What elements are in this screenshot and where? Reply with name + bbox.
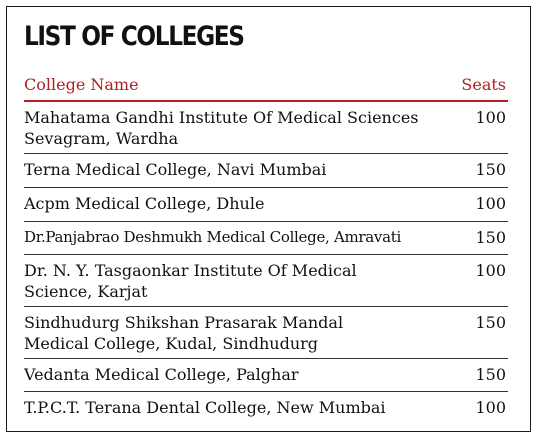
table-row: Vedanta Medical College, Palghar 150 (24, 359, 508, 392)
college-name-cell: Sindhudurg Shikshan Prasarak Mandal Medi… (24, 313, 344, 353)
table-row: Sindhudurg Shikshan Prasarak Mandal Medi… (24, 307, 508, 359)
seats-cell: 100 (475, 261, 506, 280)
column-header-seats: Seats (461, 75, 506, 94)
seats-cell: 100 (475, 398, 506, 417)
table-title: LIST OF COLLEGES (24, 21, 245, 52)
column-header-college-name: College Name (24, 75, 139, 94)
college-name-cell: Terna Medical College, Navi Mumbai (24, 160, 327, 179)
college-name-cell: T.P.C.T. Terana Dental College, New Mumb… (24, 398, 386, 417)
college-name-cell: Mahatama Gandhi Institute Of Medical Sci… (24, 108, 419, 148)
seats-cell: 150 (475, 228, 506, 247)
college-name-cell: Dr. N. Y. Tasgaonkar Institute Of Medica… (24, 261, 357, 301)
seats-cell: 100 (475, 108, 506, 127)
seats-cell: 150 (475, 160, 506, 179)
seats-cell: 100 (475, 194, 506, 213)
colleges-table-frame (6, 6, 531, 432)
table-row: Acpm Medical College, Dhule 100 (24, 188, 508, 222)
college-name-cell: Vedanta Medical College, Palghar (24, 365, 299, 384)
college-name-cell: Dr.Panjabrao Deshmukh Medical College, A… (24, 228, 401, 246)
seats-cell: 150 (475, 365, 506, 384)
table-row: Terna Medical College, Navi Mumbai 150 (24, 154, 508, 188)
college-name-cell: Acpm Medical College, Dhule (24, 194, 265, 213)
table-row: Dr.Panjabrao Deshmukh Medical College, A… (24, 222, 508, 255)
seats-cell: 150 (475, 313, 506, 332)
table-row: Mahatama Gandhi Institute Of Medical Sci… (24, 102, 508, 154)
table-header: College Name Seats (24, 74, 508, 102)
table-row: Dr. N. Y. Tasgaonkar Institute Of Medica… (24, 255, 508, 307)
table-row: T.P.C.T. Terana Dental College, New Mumb… (24, 392, 508, 425)
